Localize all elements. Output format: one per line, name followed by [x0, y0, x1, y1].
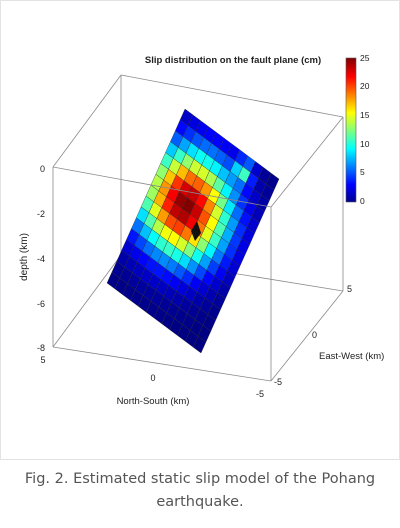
colorbar: [345, 57, 357, 203]
ew-tick-minus5: -5: [274, 377, 282, 387]
depth-tick-minus6: -6: [37, 299, 45, 309]
depth-axis: 0 -2 -4 -6 -8: [37, 164, 45, 353]
figure-frame: Slip distribution on the fault plane (cm…: [0, 0, 400, 460]
ew-tick-0: 0: [312, 330, 317, 340]
depth-tick-minus2: -2: [37, 209, 45, 219]
ns-axis-label: North-South (km): [117, 396, 190, 407]
colorbar-tick-10: 10: [360, 139, 370, 149]
ns-axis: 5 0 -5: [40, 355, 264, 399]
colorbar-tick-25: 25: [360, 53, 370, 63]
depth-tick-minus4: -4: [37, 254, 45, 264]
depth-tick-0: 0: [40, 164, 45, 174]
ew-axis: 5 0 -5: [274, 284, 352, 387]
colorbar-tick-20: 20: [360, 81, 370, 91]
chart-title: Slip distribution on the fault plane (cm…: [145, 55, 321, 66]
figure-caption: Fig. 2. Estimated static slip model of t…: [24, 471, 376, 510]
slip-3d-plot: Slip distribution on the fault plane (cm…: [19, 53, 384, 407]
depth-axis-label: depth (km): [19, 233, 30, 281]
slip-cell: [192, 336, 207, 354]
colorbar-tick-15: 15: [360, 110, 370, 120]
colorbar-tick-5: 5: [360, 167, 365, 177]
ew-tick-5: 5: [347, 284, 352, 294]
plot-box-front: [52, 116, 344, 382]
colorbar-tick-0: 0: [360, 196, 365, 206]
depth-tick-minus8: -8: [37, 343, 45, 353]
ew-axis-label: East-West (km): [319, 351, 384, 362]
ns-tick-0: 0: [150, 373, 155, 383]
ns-tick-minus5: -5: [256, 389, 264, 399]
colorbar-ticks: 25 20 15 10 5 0: [360, 53, 370, 206]
ns-tick-5: 5: [40, 355, 45, 365]
hypocenter-marker: [191, 221, 201, 241]
